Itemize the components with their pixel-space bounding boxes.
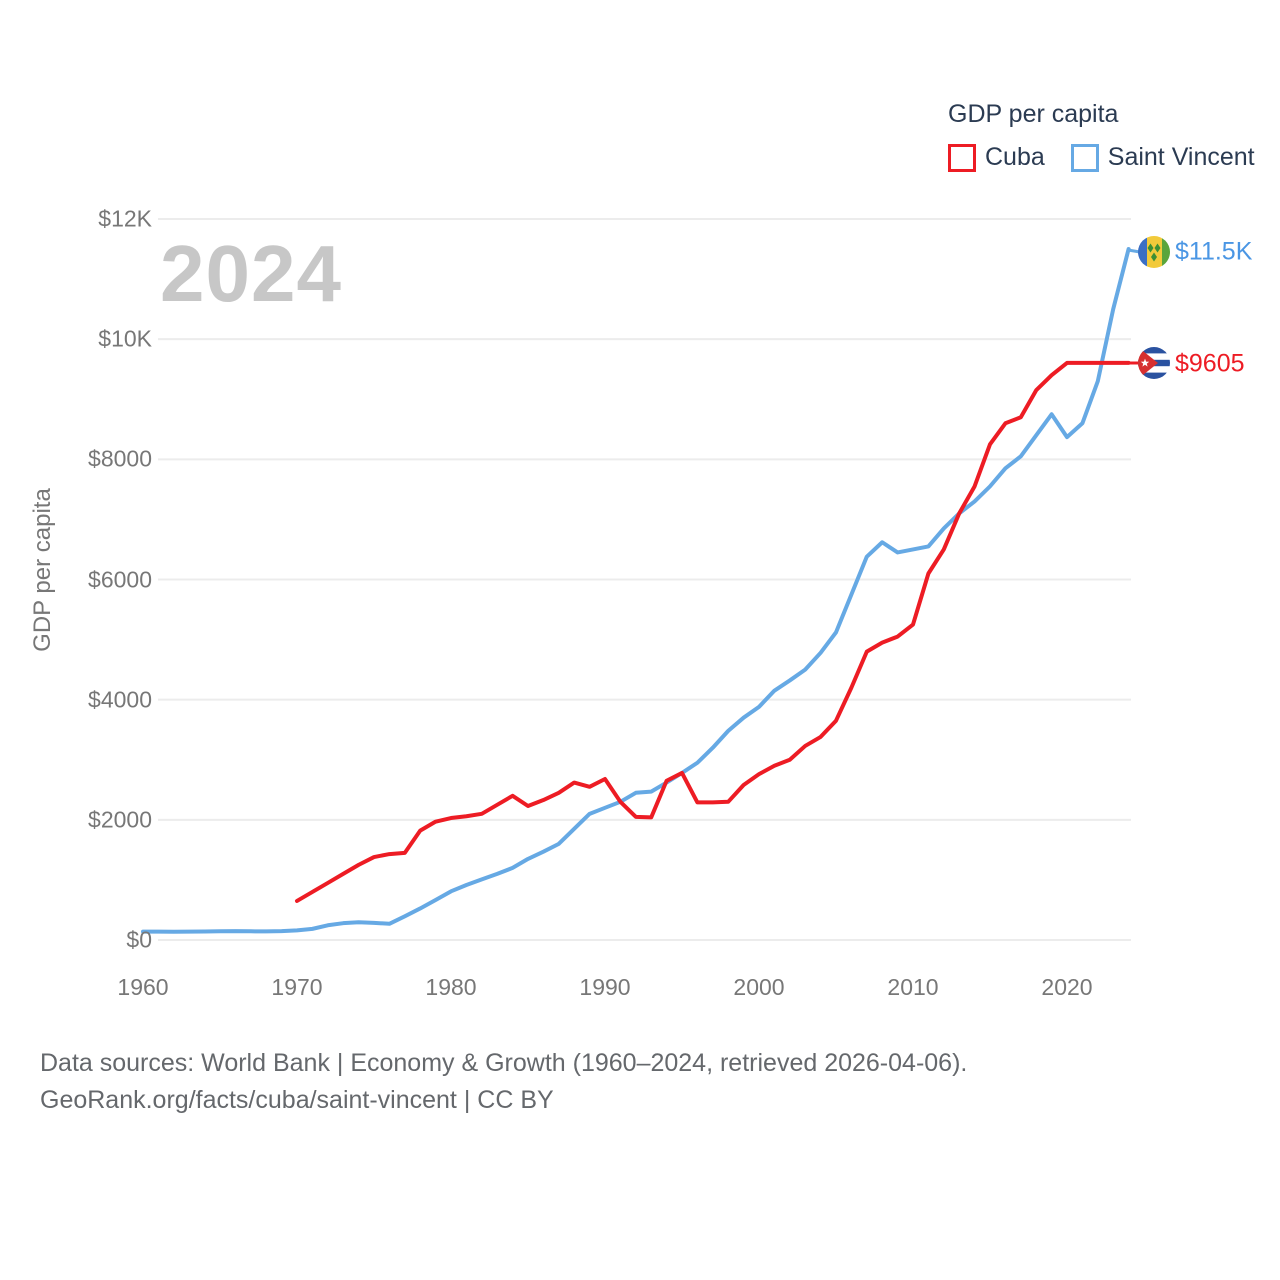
y-tick-label: $8000 <box>88 445 152 472</box>
saint-vincent-line[interactable] <box>141 247 1131 934</box>
cuba-line[interactable] <box>295 360 1131 903</box>
y-tick-label: $4000 <box>88 686 152 713</box>
legend: GDP per capita Cuba Saint Vincent <box>948 100 1255 172</box>
cuba-flag-icon <box>1138 347 1170 379</box>
x-tick-label: 1980 <box>425 974 477 1000</box>
cuba-legend-swatch-icon <box>948 143 976 172</box>
x-tick-label: 2000 <box>733 974 785 1000</box>
saint-vincent-flag-icon <box>1138 236 1170 268</box>
legend-items: Cuba Saint Vincent <box>948 143 1255 172</box>
series-lines[interactable] <box>141 247 1131 934</box>
saint-vincent-legend-swatch-icon <box>1070 143 1099 172</box>
legend-title: GDP per capita <box>948 100 1119 128</box>
x-tick-label: 2020 <box>1041 974 1093 1000</box>
legend-item-cuba[interactable]: Cuba <box>948 143 1045 172</box>
y-tick-label: $2000 <box>88 806 152 833</box>
x-tick-label: 2010 <box>887 974 939 1000</box>
x-tick-label: 1970 <box>271 974 323 1000</box>
legend-item-saint-vincent[interactable]: Saint Vincent <box>1070 143 1255 172</box>
y-tick-label: $10K <box>98 325 152 352</box>
saint-vincent-value-label: $11.5K <box>1175 237 1253 266</box>
footer-attribution: GeoRank.org/facts/cuba/saint-vincent | C… <box>40 1086 554 1114</box>
year-watermark: 2024 <box>160 229 342 318</box>
legend-label-saint-vincent: Saint Vincent <box>1107 143 1255 171</box>
legend-label-cuba: Cuba <box>985 143 1045 171</box>
x-tick-label: 1960 <box>117 974 169 1000</box>
y-tick-label: $12K <box>98 205 152 232</box>
footer-data-sources: Data sources: World Bank | Economy & Gro… <box>40 1049 968 1077</box>
gridlines <box>158 218 1131 941</box>
x-tick-label: 1990 <box>579 974 631 1000</box>
cuba-value-label: $9605 <box>1175 349 1245 378</box>
saint-vincent-leader-line <box>1127 248 1141 254</box>
y-tick-label: $0 <box>126 926 152 953</box>
y-tick-label: $6000 <box>88 566 152 592</box>
